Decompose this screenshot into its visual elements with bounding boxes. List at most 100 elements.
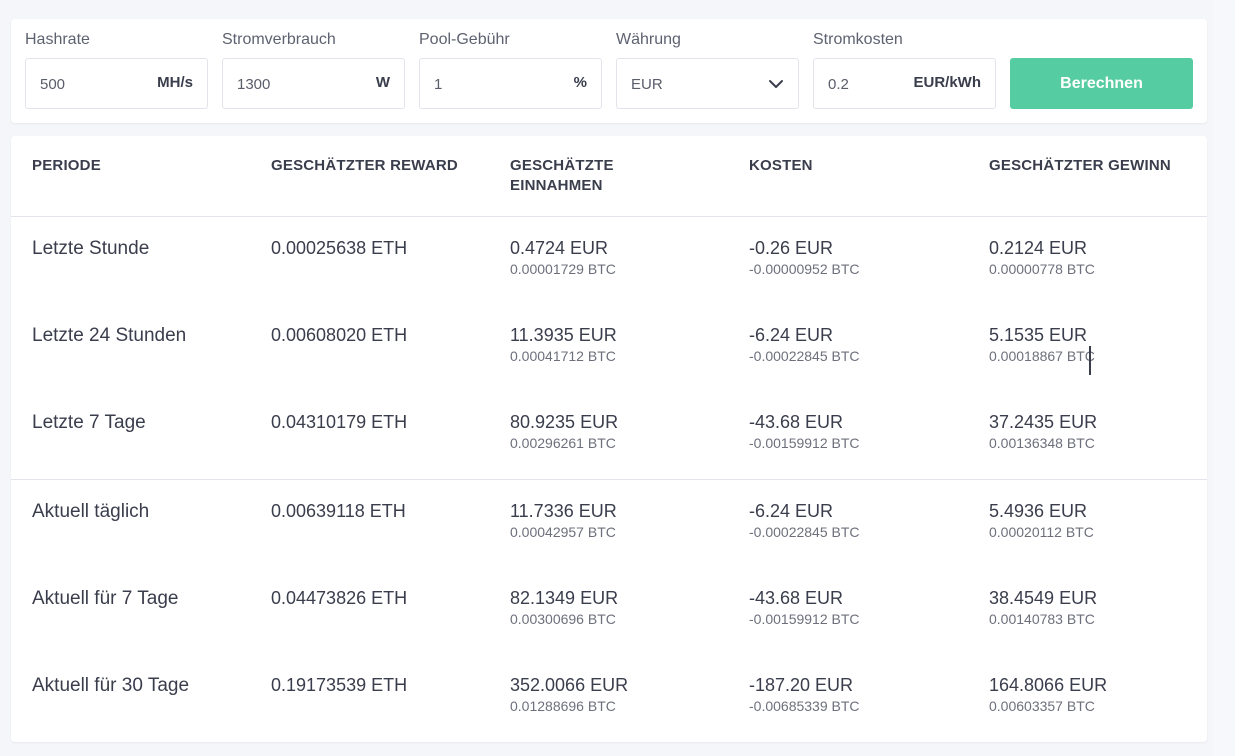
profit-eur: 37.2435 EUR [989, 412, 1098, 432]
row-reward: 0.00639118 ETH [271, 501, 406, 521]
header-divider [11, 216, 1207, 217]
row-period: Aktuell für 30 Tage [32, 675, 190, 696]
row-reward: 0.00025638 ETH [271, 238, 408, 258]
power-cost-input[interactable]: 0.2 EUR/kWh [813, 58, 996, 109]
profit-eur: 38.4549 EUR [989, 588, 1098, 608]
revenue-eur: 80.9235 EUR [510, 412, 619, 432]
header-revenue: GESCHÄTZTE EINNAHMEN [510, 156, 614, 196]
table-row: Letzte 7 Tage 0.04310179 ETH 80.9235 EUR… [11, 412, 1207, 472]
costs-btc: -0.00022845 BTC [749, 524, 860, 540]
row-profit: 37.2435 EUR 0.00136348 BTC [989, 412, 1097, 451]
row-revenue: 80.9235 EUR 0.00296261 BTC [510, 412, 618, 451]
revenue-btc: 0.00041712 BTC [510, 348, 616, 364]
power-cost-unit: EUR/kWh [913, 74, 982, 91]
table-row: Aktuell täglich 0.00639118 ETH 11.7336 E… [11, 501, 1207, 561]
row-profit: 0.2124 EUR 0.00000778 BTC [989, 238, 1095, 277]
row-period: Aktuell für 7 Tage [32, 588, 179, 609]
row-reward: 0.19173539 ETH [271, 675, 408, 695]
revenue-btc: 0.00300696 BTC [510, 611, 616, 627]
revenue-eur: 82.1349 EUR [510, 588, 619, 608]
costs-btc: -0.00159912 BTC [749, 611, 860, 627]
power-input[interactable]: 1300 W [222, 58, 405, 109]
table-row: Letzte 24 Stunden 0.00608020 ETH 11.3935… [11, 325, 1207, 385]
profit-btc: 0.00603357 BTC [989, 698, 1095, 714]
revenue-btc: 0.01288696 BTC [510, 698, 616, 714]
revenue-eur: 352.0066 EUR [510, 675, 629, 695]
row-revenue: 11.3935 EUR 0.00041712 BTC [510, 325, 617, 364]
costs-btc: -0.00022845 BTC [749, 348, 860, 364]
revenue-eur: 11.7336 EUR [510, 501, 617, 521]
row-revenue: 0.4724 EUR 0.00001729 BTC [510, 238, 616, 277]
calculate-button[interactable]: Berechnen [1010, 58, 1193, 109]
row-reward: 0.04473826 ETH [271, 588, 408, 608]
pool-fee-unit: % [573, 74, 587, 91]
row-reward: 0.00608020 ETH [271, 325, 408, 345]
power-cost-value[interactable]: 0.2 [828, 76, 849, 93]
costs-btc: -0.00159912 BTC [749, 435, 860, 451]
results-table: PERIODE GESCHÄTZTER REWARD GESCHÄTZTE EI… [11, 136, 1207, 742]
profit-eur: 5.1535 EUR [989, 325, 1088, 345]
profit-eur: 5.4936 EUR [989, 501, 1088, 521]
power-cost-label: Stromkosten [813, 31, 903, 48]
row-period: Letzte 24 Stunden [32, 325, 187, 346]
text-cursor [1089, 346, 1091, 375]
row-period: Aktuell täglich [32, 501, 150, 522]
power-value[interactable]: 1300 [237, 76, 271, 93]
currency-value[interactable]: EUR [631, 76, 663, 93]
hashrate-unit: MH/s [157, 74, 193, 91]
row-costs: -6.24 EUR -0.00022845 BTC [749, 501, 860, 540]
calculator-form: Hashrate 500 MH/s Stromverbrauch 1300 W … [11, 19, 1207, 123]
profit-btc: 0.00136348 BTC [989, 435, 1095, 451]
header-revenue-line1: GESCHÄTZTE [510, 157, 614, 174]
table-row: Aktuell für 7 Tage 0.04473826 ETH 82.134… [11, 588, 1207, 648]
profit-btc: 0.00020112 BTC [989, 524, 1094, 540]
hashrate-input[interactable]: 500 MH/s [25, 58, 208, 109]
profit-eur: 164.8066 EUR [989, 675, 1108, 695]
section-divider [11, 479, 1207, 480]
pool-fee-value[interactable]: 1 [434, 76, 443, 93]
row-period: Letzte 7 Tage [32, 412, 146, 433]
row-costs: -43.68 EUR -0.00159912 BTC [749, 412, 860, 451]
revenue-eur: 11.3935 EUR [510, 325, 617, 345]
currency-select[interactable]: EUR [616, 58, 799, 109]
chevron-down-icon[interactable] [768, 76, 784, 92]
header-costs: KOSTEN [749, 157, 813, 174]
power-label: Stromverbrauch [222, 31, 336, 48]
row-period: Letzte Stunde [32, 238, 150, 259]
currency-label: Währung [616, 31, 681, 48]
row-costs: -6.24 EUR -0.00022845 BTC [749, 325, 860, 364]
row-costs: -43.68 EUR -0.00159912 BTC [749, 588, 860, 627]
row-reward: 0.04310179 ETH [271, 412, 408, 432]
header-period: PERIODE [32, 157, 101, 174]
revenue-btc: 0.00001729 BTC [510, 261, 616, 277]
profit-btc: 0.00018867 BTC [989, 348, 1095, 364]
costs-eur: -43.68 EUR [749, 588, 844, 608]
row-profit: 38.4549 EUR 0.00140783 BTC [989, 588, 1097, 627]
profit-btc: 0.00140783 BTC [989, 611, 1095, 627]
row-profit: 164.8066 EUR 0.00603357 BTC [989, 675, 1107, 714]
revenue-eur: 0.4724 EUR [510, 238, 609, 258]
power-unit: W [375, 74, 390, 91]
costs-eur: -43.68 EUR [749, 412, 844, 432]
hashrate-value[interactable]: 500 [40, 76, 66, 93]
row-profit: 5.4936 EUR 0.00020112 BTC [989, 501, 1094, 540]
table-row: Aktuell für 30 Tage 0.19173539 ETH 352.0… [11, 675, 1207, 735]
page-margin-strip [1213, 0, 1235, 756]
header-reward: GESCHÄTZTER REWARD [271, 157, 458, 174]
costs-eur: -6.24 EUR [749, 501, 834, 521]
row-costs: -0.26 EUR -0.00000952 BTC [749, 238, 860, 277]
costs-btc: -0.00000952 BTC [749, 261, 860, 277]
pool-fee-input[interactable]: 1 % [419, 58, 602, 109]
row-revenue: 352.0066 EUR 0.01288696 BTC [510, 675, 628, 714]
row-profit: 5.1535 EUR 0.00018867 BTC [989, 325, 1095, 364]
revenue-btc: 0.00296261 BTC [510, 435, 616, 451]
profit-btc: 0.00000778 BTC [989, 261, 1095, 277]
costs-btc: -0.00685339 BTC [749, 698, 860, 714]
row-revenue: 11.7336 EUR 0.00042957 BTC [510, 501, 617, 540]
row-costs: -187.20 EUR -0.00685339 BTC [749, 675, 860, 714]
pool-fee-label: Pool-Gebühr [419, 31, 510, 48]
header-profit: GESCHÄTZTER GEWINN [989, 157, 1171, 174]
costs-eur: -187.20 EUR [749, 675, 854, 695]
header-revenue-line2: EINNAHMEN [510, 177, 603, 194]
profit-eur: 0.2124 EUR [989, 238, 1088, 258]
